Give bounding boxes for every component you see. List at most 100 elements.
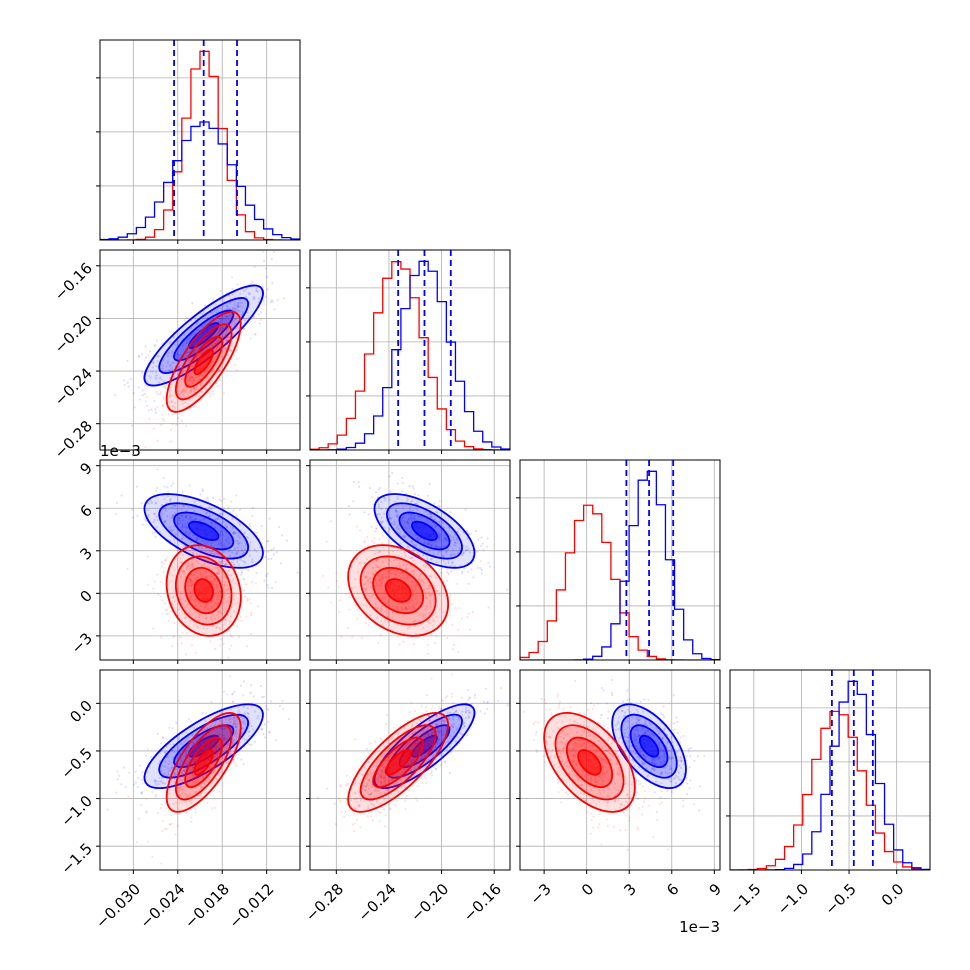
scatter-point (170, 746, 174, 750)
scatter-point (224, 347, 228, 351)
scatter-point (236, 550, 240, 553)
scatter-point (168, 743, 171, 746)
scatter-point (235, 725, 238, 728)
scatter-point (439, 550, 442, 553)
scatter-point (196, 328, 199, 331)
scatter-point (389, 807, 392, 810)
scatter-point (387, 803, 390, 806)
scatter-point (181, 524, 184, 527)
scatter-point (281, 699, 284, 703)
scatter-point (438, 535, 441, 538)
scatter-point (453, 554, 456, 558)
scatter-point (195, 624, 198, 628)
scatter-point (180, 508, 183, 511)
scatter-point (446, 538, 449, 541)
scatter-point (152, 520, 155, 523)
scatter-point (140, 803, 143, 806)
scatter-point (396, 496, 399, 499)
scatter-point (456, 628, 459, 632)
scatter-point (461, 554, 464, 557)
scatter-point (438, 536, 441, 539)
scatter-point (453, 705, 456, 708)
scatter-point (430, 771, 433, 775)
scatter-point (482, 548, 485, 551)
scatter-point (416, 536, 419, 540)
scatter-point (175, 721, 178, 724)
scatter-point (451, 623, 454, 626)
scatter-point (414, 624, 417, 628)
scatter-point (435, 589, 438, 593)
scatter-point (230, 644, 233, 647)
scatter-point (238, 536, 241, 539)
scatter-point (141, 771, 144, 774)
scatter-point (168, 726, 171, 729)
scatter-point (411, 606, 415, 610)
scatter-point (177, 699, 180, 702)
scatter-point (133, 783, 136, 786)
scatter-point (219, 290, 222, 293)
scatter-point (405, 521, 408, 524)
scatter-point (236, 346, 239, 349)
scatter-point (193, 388, 196, 391)
scatter-point (322, 574, 325, 577)
scatter-point (274, 247, 276, 249)
scatter-point (390, 540, 394, 544)
scatter-point (222, 335, 225, 338)
scatter-point (199, 384, 203, 387)
scatter-point (140, 502, 143, 505)
scatter-point (427, 620, 430, 623)
scatter-point (230, 276, 234, 279)
scatter-point (154, 371, 158, 374)
scatter-point (393, 576, 396, 579)
scatter-point (169, 345, 172, 348)
scatter-point (222, 642, 225, 645)
scatter-point (428, 594, 431, 597)
scatter-point (182, 388, 185, 391)
scatter-point (374, 578, 377, 581)
scatter-point (224, 307, 227, 311)
scatter-point (398, 643, 401, 646)
scatter-point (408, 485, 411, 488)
scatter-point (187, 603, 190, 606)
scatter-point (411, 581, 414, 584)
scatter-point (133, 406, 136, 409)
scatter-point (352, 560, 356, 563)
scatter-point (236, 551, 239, 554)
scatter-point (222, 624, 225, 627)
scatter-point (461, 570, 464, 573)
scatter-point (214, 747, 217, 750)
scatter-point (155, 489, 158, 492)
scatter-point (425, 709, 428, 713)
scatter-point (228, 320, 231, 323)
scatter-point (371, 539, 374, 543)
scatter-point (191, 376, 194, 379)
scatter-point (376, 616, 379, 619)
scatter-point (165, 353, 168, 356)
scatter-point (221, 521, 225, 524)
scatter-point (168, 401, 171, 404)
scatter-point (217, 610, 220, 613)
scatter-point (232, 509, 235, 512)
scatter-point (415, 632, 418, 636)
scatter-point (176, 340, 179, 343)
scatter-point (236, 560, 239, 564)
scatter-point (227, 336, 231, 339)
scatter-point (169, 528, 172, 531)
scatter-point (357, 485, 361, 489)
scatter-point (366, 535, 369, 539)
scatter-point (605, 702, 608, 705)
scatter-point (137, 776, 140, 780)
scatter-point (375, 558, 378, 561)
scatter-point (438, 706, 441, 709)
scatter-point (170, 368, 174, 371)
scatter-point (145, 810, 148, 813)
scatter-point (220, 543, 223, 546)
scatter-point (153, 399, 156, 402)
scatter-point (217, 542, 220, 545)
scatter-point (174, 833, 177, 836)
scatter-point (154, 793, 158, 796)
scatter-point (406, 500, 409, 503)
scatter-point (198, 374, 201, 378)
scatter-point (240, 758, 243, 761)
scatter-point (140, 353, 143, 356)
